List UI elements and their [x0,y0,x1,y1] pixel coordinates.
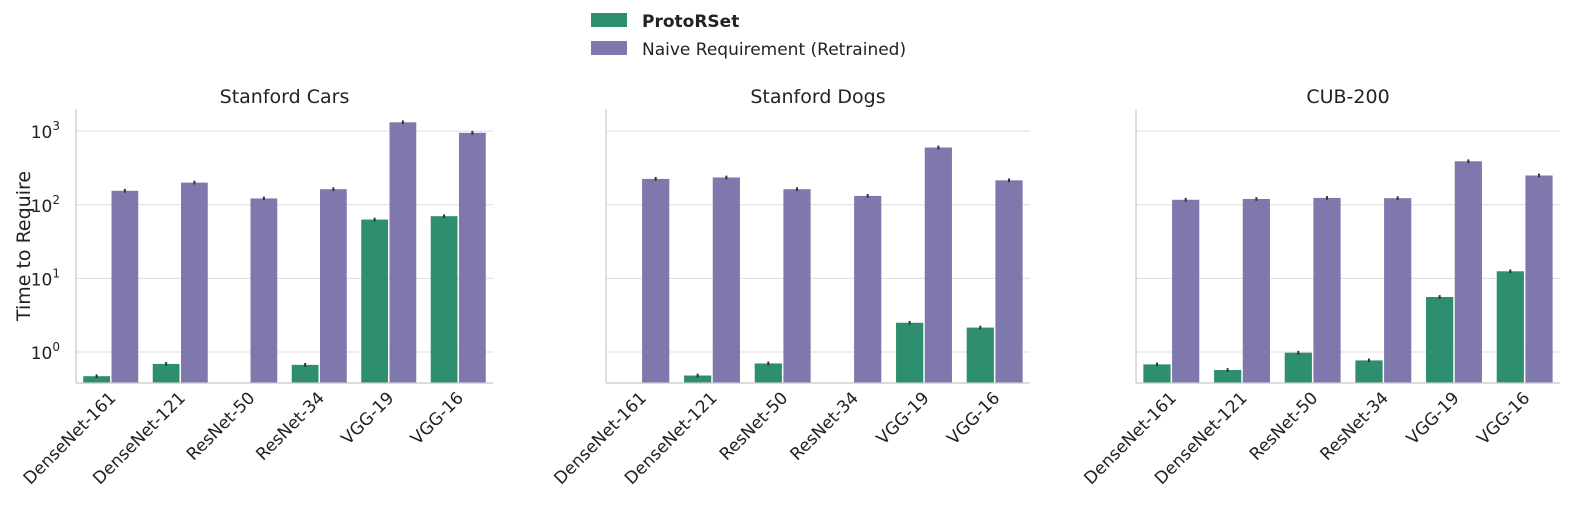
x-tick-label-5: VGG-16 [1474,388,1535,449]
bar-naive-1 [181,182,208,383]
panel-2: DenseNet-161DenseNet-121ResNet-50ResNet-… [1080,86,1560,489]
legend: ProtoRSet Naive Requirement (Retrained) [591,12,906,60]
y-axis-label: Time to Require [13,171,35,322]
bar-protorset-0 [1143,364,1171,383]
panel-1: DenseNet-161DenseNet-121ResNet-50ResNet-… [550,86,1030,489]
bar-protorset-3 [291,364,319,383]
bar-protorset-2 [754,363,782,383]
y-tick-label-2: 102 [31,193,60,217]
legend-swatch-protorset [591,13,627,27]
bar-naive-4 [389,122,417,383]
bar-naive-0 [642,178,670,383]
bar-naive-1 [712,177,740,383]
bar-naive-2 [783,189,811,383]
legend-label-protorset: ProtoRSet [642,12,739,32]
bar-naive-1 [1242,198,1270,383]
bar-protorset-5 [966,327,994,383]
bar-naive-3 [1384,198,1412,383]
bar-protorset-1 [1214,370,1242,383]
bar-protorset-5 [430,216,458,383]
chart-panels: DenseNet-161DenseNet-121ResNet-50ResNet-… [13,86,1560,489]
bar-protorset-1 [152,363,180,383]
bar-protorset-0 [83,376,110,383]
panel-title: CUB-200 [1306,86,1389,108]
x-tick-label-5: VGG-16 [944,388,1005,449]
x-tick-label-4: VGG-19 [873,388,934,449]
bar-protorset-5 [1496,271,1524,383]
bar-protorset-4 [896,322,924,383]
bar-naive-3 [320,189,347,383]
x-tick-label-4: VGG-19 [338,388,399,449]
bar-naive-5 [1525,175,1553,383]
bar-protorset-2 [1284,352,1312,383]
bar-naive-4 [924,147,952,383]
bar-naive-2 [1313,197,1341,383]
x-tick-label-2: ResNet-50 [183,388,259,464]
bar-naive-5 [995,180,1023,383]
x-tick-label-2: ResNet-50 [716,388,792,464]
x-tick-label-3: ResNet-34 [1317,388,1393,464]
bar-naive-4 [1454,161,1482,383]
legend-swatch-naive [591,41,627,55]
y-tick-label-1: 101 [31,266,60,290]
x-tick-label-3: ResNet-34 [252,388,328,464]
legend-label-naive: Naive Requirement (Retrained) [642,40,906,60]
x-tick-label-3: ResNet-34 [787,388,863,464]
x-tick-label-4: VGG-19 [1403,388,1464,449]
bar-naive-0 [1172,199,1200,383]
bar-naive-3 [854,195,882,383]
bar-protorset-4 [361,219,388,383]
panel-title: Stanford Dogs [750,86,885,108]
bar-protorset-4 [1426,296,1454,383]
x-tick-label-5: VGG-16 [407,388,468,449]
bar-naive-5 [459,132,486,383]
x-tick-label-2: ResNet-50 [1246,388,1322,464]
bar-naive-2 [250,198,278,383]
bar-protorset-1 [684,375,712,383]
y-tick-label-0: 100 [31,340,60,364]
y-tick-label-3: 103 [31,119,60,143]
panel-title: Stanford Cars [220,86,350,108]
bar-naive-0 [111,190,139,383]
panel-0: DenseNet-161DenseNet-121ResNet-50ResNet-… [13,86,493,489]
bar-protorset-3 [1355,360,1383,383]
